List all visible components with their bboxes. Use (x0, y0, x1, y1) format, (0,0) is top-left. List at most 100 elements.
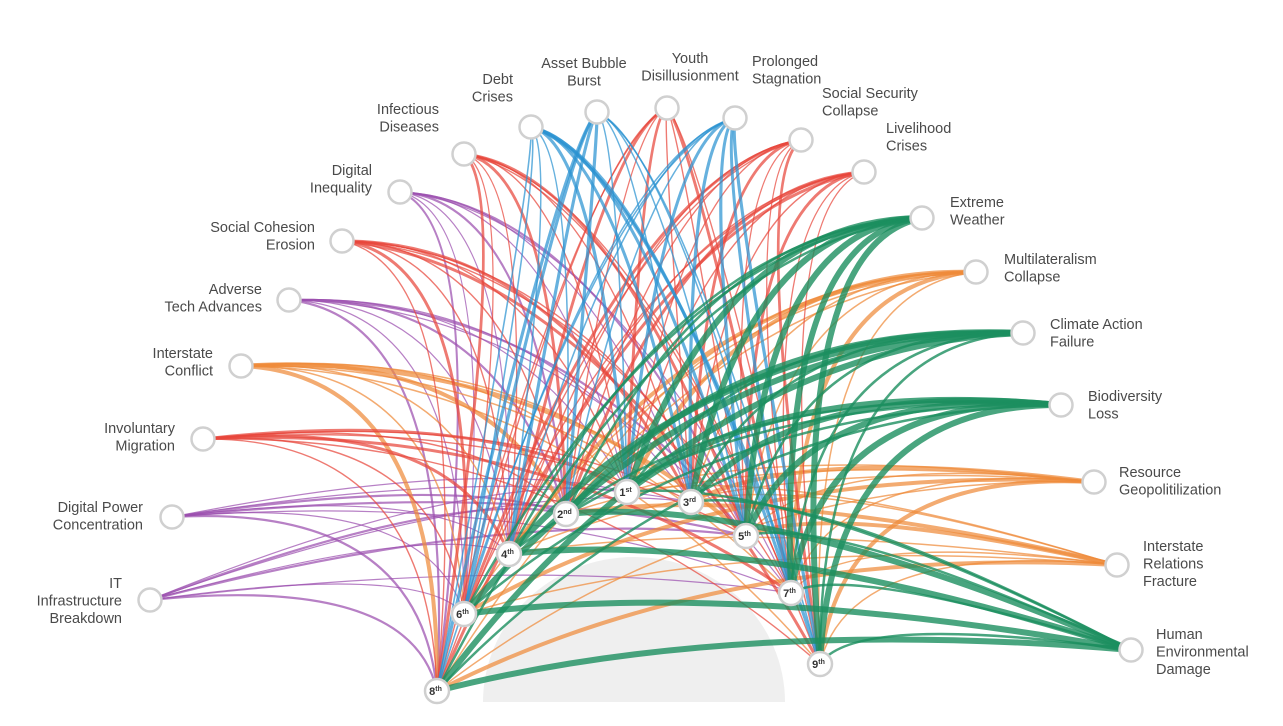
risk-node (788, 127, 814, 153)
connection-link-geopolitical (436, 271, 977, 692)
risk-label-line: Collapse (1004, 270, 1060, 286)
connection-link-environmental (743, 399, 1064, 539)
risk-label-line: Social Security (822, 86, 919, 102)
rank-node: 6th (450, 600, 478, 628)
risk-label: Biodiversity Loss (1088, 389, 1163, 423)
risk-label-line: Breakdown (49, 611, 122, 627)
risk-nodes (137, 95, 1144, 663)
rank-label: 4th (501, 549, 514, 561)
risk-node (518, 114, 544, 140)
risk-node (1118, 637, 1144, 663)
connection-link-technological (288, 299, 465, 615)
connection-link-environmental (817, 401, 1064, 667)
risk-label: Debt Crises (472, 72, 513, 106)
risk-node (228, 353, 254, 379)
connection-link-environmental (434, 330, 1026, 694)
risk-label-line: Infectious (377, 102, 439, 118)
connection-link-societal (800, 171, 865, 665)
risk-label-line: Migration (115, 439, 175, 455)
risk-label-line: Burst (567, 74, 601, 90)
connection-link-economic (436, 117, 736, 692)
risk-label-line: Extreme (950, 195, 1004, 211)
connection-link-economic (436, 126, 532, 692)
risk-label-line: Erosion (266, 238, 315, 254)
rank-label: 6th (456, 609, 469, 621)
connection-link-environmental (434, 636, 1134, 694)
risk-label: IT Infrastructure Breakdown (37, 576, 123, 627)
risk-label: Livelihood Crises (886, 121, 951, 155)
connection-link-environmental (786, 215, 925, 596)
connection-link-economic (507, 110, 599, 556)
risk-label-line: Collapse (822, 104, 878, 120)
connection-link-economic (719, 116, 748, 538)
connection-link-environmental (744, 531, 1133, 652)
risk-label-line: Disillusionment (641, 69, 739, 85)
connection-link-geopolitical (435, 560, 1119, 693)
connection-link-economic (529, 125, 629, 494)
risk-label: Resource Geopolitilization (1119, 465, 1221, 499)
risk-label-line: Livelihood (886, 121, 951, 137)
rank-label: 2nd (557, 509, 572, 521)
rank-node: 9th (806, 650, 834, 678)
rank-node: 2nd (552, 500, 580, 528)
connection-link-environmental (789, 583, 1133, 652)
risk-node (909, 205, 935, 231)
risk-label: Asset Bubble Burst (541, 56, 626, 90)
connection-link-societal (463, 153, 494, 615)
risk-labels: IT Infrastructure Breakdown Digital Power Co… (37, 51, 1249, 678)
risk-label-line: Diseases (379, 120, 439, 136)
connection-link-geopolitical (819, 560, 1118, 665)
rank-node: 1st (613, 478, 641, 506)
connection-link-societal (202, 438, 438, 692)
risk-node (387, 179, 413, 205)
risk-label-line: Relations (1143, 557, 1203, 573)
connection-link-societal (565, 107, 668, 515)
risk-node (584, 99, 610, 125)
risk-label: Involuntary Migration (104, 421, 176, 455)
risk-label: Youth Disillusionment (641, 51, 739, 85)
risk-node (276, 287, 302, 313)
risk-label-line: Inequality (310, 181, 373, 197)
risk-node (1081, 469, 1107, 495)
connection-link-economic (508, 126, 542, 555)
risk-label: Multilateralism Collapse (1004, 252, 1097, 286)
risk-label: Interstate Conflict (153, 346, 213, 380)
rank-label: 3rd (683, 497, 696, 509)
rank-label: 1st (619, 487, 632, 499)
risk-label-line: Digital Power (58, 500, 144, 516)
connection-link-economic (596, 111, 692, 503)
connection-link-societal (782, 171, 865, 594)
connection-link-environmental (462, 216, 924, 616)
risk-label-line: Multilateralism (1004, 252, 1097, 268)
risk-label-line: Conflict (165, 364, 213, 380)
risk-label-line: Loss (1088, 407, 1119, 423)
rank-label: 8th (429, 686, 442, 698)
connection-link-technological (148, 594, 439, 693)
risk-label-line: Prolonged (752, 54, 818, 70)
rank-node: 5th (732, 522, 760, 550)
risk-label-line: Human (1156, 627, 1203, 643)
connection-link-environmental (689, 499, 1133, 652)
risk-node (1104, 552, 1130, 578)
connection-link-technological (170, 515, 439, 693)
risk-label-line: Biodiversity (1088, 389, 1163, 405)
risk-label-line: Climate Action (1050, 317, 1143, 333)
connection-link-geopolitical (240, 365, 792, 594)
rank-label: 5th (738, 531, 751, 543)
connection-link-technological (149, 583, 465, 615)
risk-label-line: Stagnation (752, 72, 821, 88)
connection-link-societal (341, 240, 446, 692)
risk-label-line: Tech Advances (164, 300, 262, 316)
connection-link-societal (201, 436, 793, 595)
connection-link-economic (625, 116, 737, 494)
connection-link-technological (398, 190, 568, 516)
risk-label: Digital Power Concentration (53, 500, 143, 534)
risk-node (451, 141, 477, 167)
risk-label-line: Damage (1156, 662, 1211, 678)
connection-link-environmental (788, 401, 1064, 596)
risk-label: Climate Action Failure (1050, 317, 1143, 351)
risk-label-line: IT (109, 576, 122, 592)
risk-node (722, 105, 748, 131)
risk-label: Adverse Tech Advances (164, 282, 262, 316)
